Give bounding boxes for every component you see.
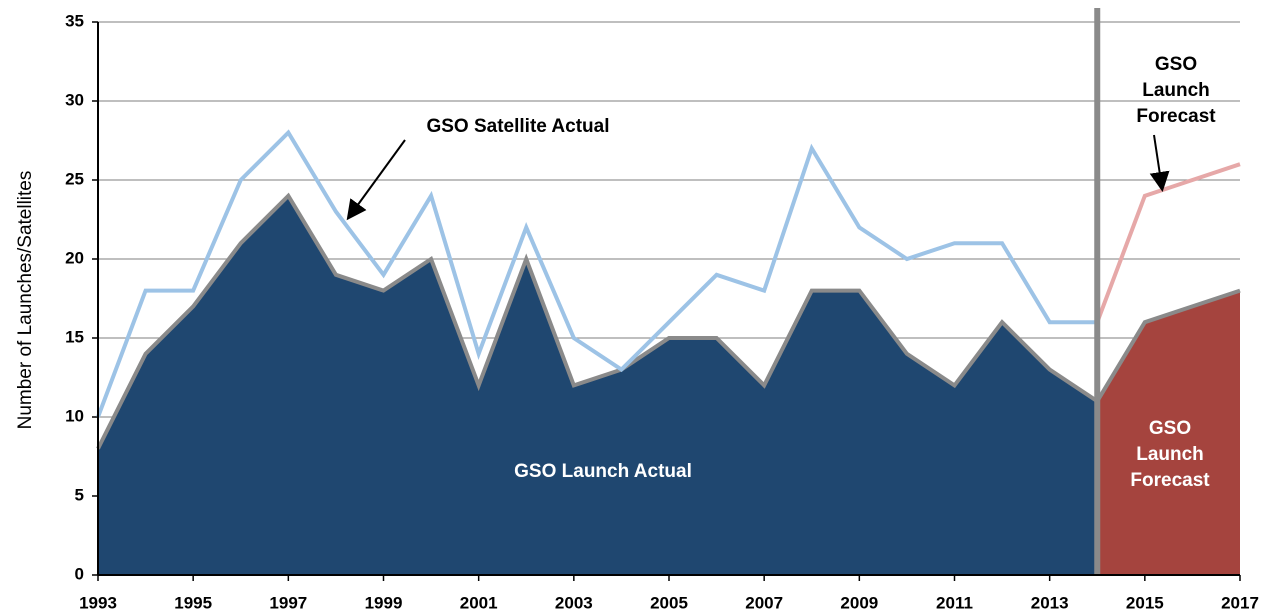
annotation: Launch (1142, 80, 1210, 101)
x-tick-label: 1993 (79, 593, 117, 612)
area (98, 195, 1098, 576)
y-tick-label: 20 (65, 248, 84, 267)
annotation: GSO Satellite Actual (426, 116, 609, 137)
annotation: Launch (1136, 444, 1204, 465)
y-tick-label: 30 (65, 90, 84, 109)
area-outline (96, 192, 1099, 450)
y-tick-label: 0 (75, 564, 84, 583)
x-tick-label: 1997 (269, 593, 307, 612)
x-tick-label: 2005 (650, 593, 688, 612)
y-tick-label: 35 (65, 11, 84, 30)
x-tick-label: 2017 (1221, 593, 1259, 612)
area-outline (1095, 288, 1241, 403)
y-tick-label: 10 (65, 406, 84, 425)
y-tick-label: 5 (75, 485, 84, 504)
annotation: GSO Launch Actual (514, 461, 692, 482)
x-tick-label: 2011 (936, 593, 973, 612)
x-tick-label: 2003 (555, 593, 593, 612)
annotation-part: Actual (629, 461, 692, 482)
y-tick-label: 25 (65, 169, 84, 188)
area (1097, 290, 1240, 575)
x-tick-label: 2009 (840, 593, 878, 612)
y-axis-label: Number of Launches/Satellites (15, 171, 36, 430)
annotation: GSO (1149, 418, 1191, 439)
annotation: Forecast (1130, 470, 1210, 491)
annotation: GSO (1155, 54, 1197, 75)
x-tick-label: 2013 (1031, 593, 1069, 612)
x-tick-label: 2007 (745, 593, 783, 612)
y-tick-label: 15 (65, 327, 84, 346)
annotation-part: GSO Launch (514, 461, 629, 482)
annotation-arrow (346, 139, 406, 221)
x-tick-label: 1999 (365, 593, 403, 612)
annotation-arrow (1149, 134, 1170, 192)
x-tick-label: 1995 (174, 593, 212, 612)
x-tick-label: 2015 (1126, 593, 1164, 612)
line (96, 129, 1098, 418)
annotation: Forecast (1136, 106, 1216, 127)
x-tick-label: 2001 (460, 593, 498, 612)
